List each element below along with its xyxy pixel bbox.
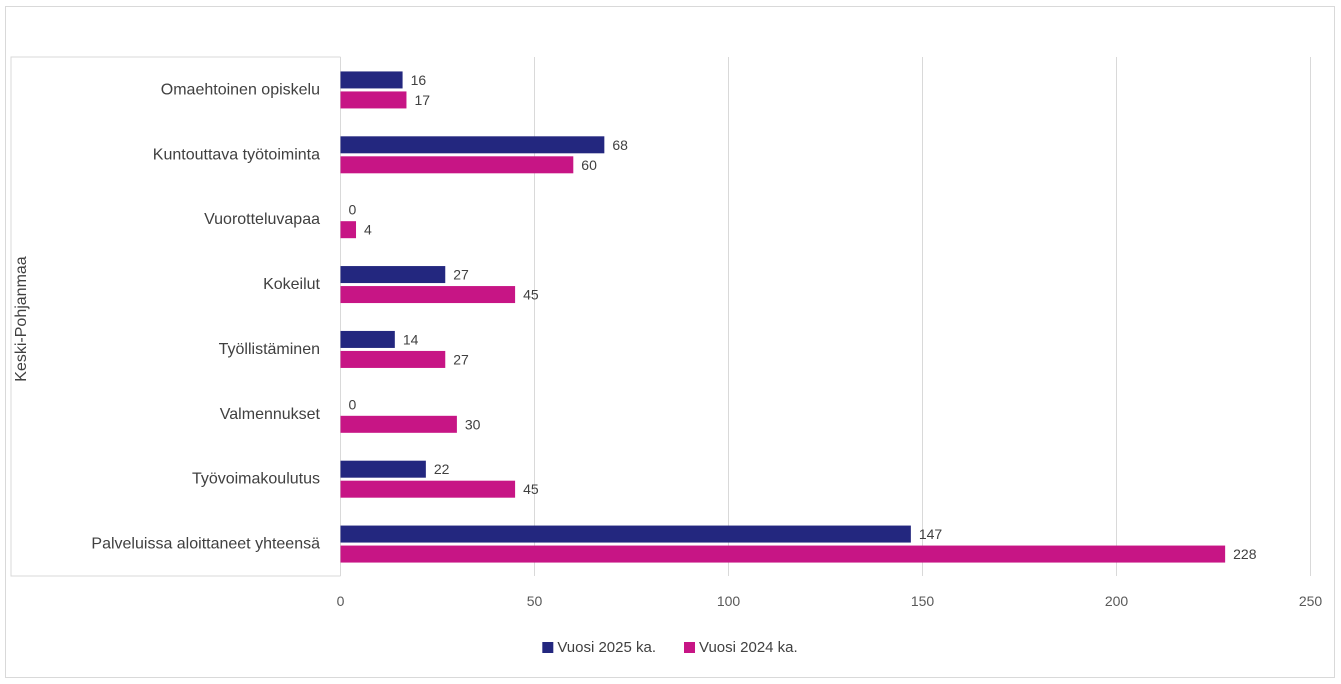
bars [340,71,1226,563]
data-label: 14 [403,331,419,347]
category-label: Omaehtoinen opiskelu [161,81,320,98]
data-label: 0 [349,202,357,218]
data-label: 45 [523,287,539,303]
category-label: Kokeilut [263,276,320,293]
x-axis-ticks: 0 50 100 150 200 250 [337,593,1323,609]
bar-2025 [340,71,403,89]
legend: Vuosi 2025 ka. Vuosi 2024 ka. [542,639,798,656]
data-label: 147 [919,526,943,542]
bar-2025 [340,136,605,154]
group-bracket [10,56,341,577]
bar-2024 [340,221,357,239]
bar-2025 [340,266,446,284]
category-label: Palveluissa aloittaneet yhteensä [91,536,320,553]
bar-2024 [340,480,516,498]
x-tick-label: 50 [527,593,543,609]
group-label: Keski-Pohjanmaa [13,256,30,382]
data-label: 16 [411,72,427,88]
legend-label: Vuosi 2024 ka. [699,639,798,656]
bar-2024 [340,156,574,174]
bar-2025 [340,330,395,348]
x-tick-label: 0 [337,593,345,609]
data-label: 22 [434,461,450,477]
x-tick-label: 150 [911,593,935,609]
data-label: 27 [453,267,469,283]
x-tick-label: 250 [1299,593,1323,609]
legend-item: Vuosi 2024 ka. [684,639,798,656]
data-label: 45 [523,481,539,497]
x-tick-label: 200 [1105,593,1129,609]
category-label: Valmennukset [220,406,321,423]
category-label: Vuorotteluvapaa [204,211,320,228]
bar-2024 [340,286,516,304]
category-label: Kuntouttava työtoiminta [153,146,320,163]
data-label: 228 [1233,546,1257,562]
gridlines [534,57,1311,576]
bar-2024 [340,350,446,368]
bar-2024 [340,415,457,433]
legend-item: Vuosi 2025 ka. [542,639,656,656]
data-label: 60 [581,157,597,173]
data-label: 17 [414,92,430,108]
data-label: 4 [364,222,372,238]
data-label: 27 [453,351,469,367]
category-axis: Omaehtoinen opiskelu Kuntouttava työtoimi… [10,56,341,577]
category-label: Työllistäminen [219,341,320,358]
bar-2024 [340,91,407,109]
legend-label: Vuosi 2025 ka. [557,639,656,656]
data-label: 30 [465,416,481,432]
legend-swatch [542,642,554,653]
x-tick-label: 100 [717,593,741,609]
bar-2025 [340,460,426,478]
chart-frame [5,6,1335,678]
category-label: Työvoimakoulutus [192,471,320,488]
data-label: 0 [349,396,357,412]
legend-swatch [684,642,695,653]
bar-2025 [340,525,911,543]
bar-2024 [340,545,1226,563]
data-label: 68 [612,137,628,153]
